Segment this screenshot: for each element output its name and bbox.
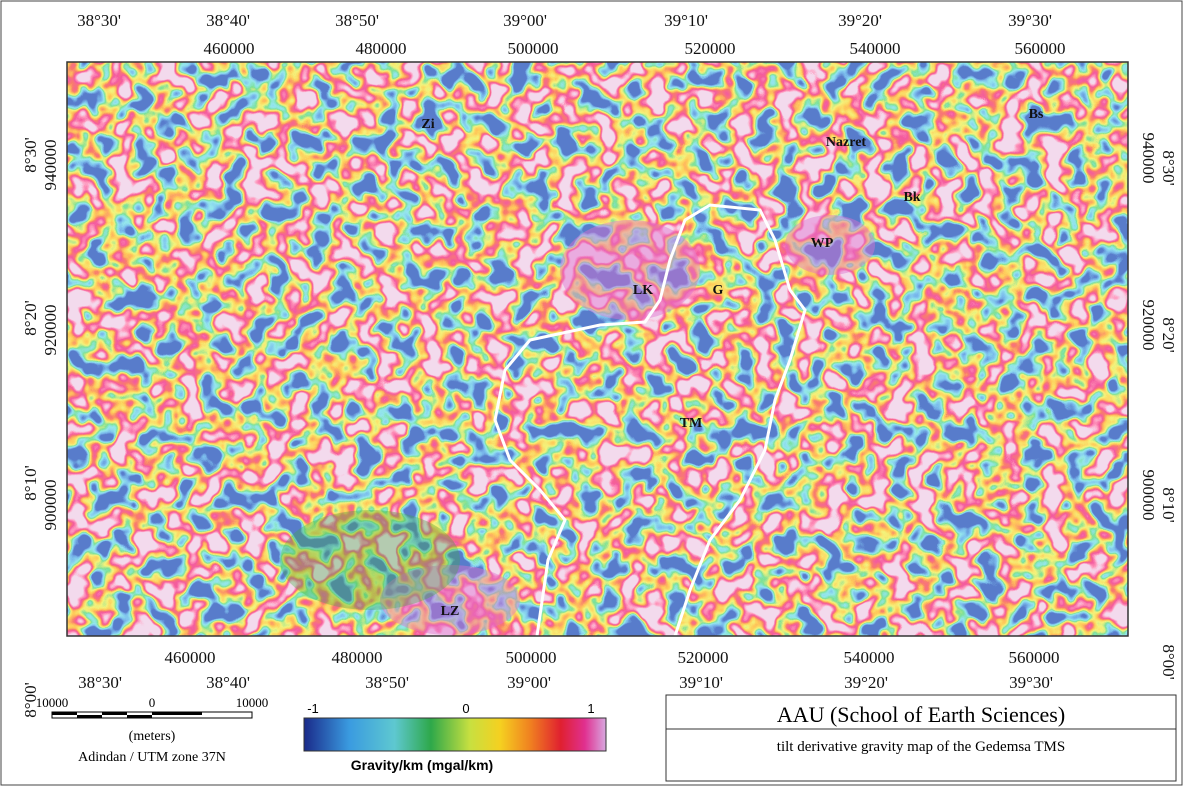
scale-label: 0 [149, 695, 156, 710]
place-label: Nazret [826, 135, 866, 150]
axis-label: 560000 [1015, 39, 1066, 58]
scale-seg [152, 712, 202, 715]
axis-label: 8°30' [21, 137, 40, 172]
axis-label: 8°20' [1159, 317, 1178, 352]
axis-label: 39°20' [838, 11, 882, 30]
axis-label: 540000 [844, 648, 895, 667]
map-figure: 38°30' 38°40' 38°50' 39°00' 39°10' 39°20' 39°3… [0, 0, 1183, 786]
axis-label: 940000 [41, 140, 60, 191]
place-label: LZ [441, 604, 460, 619]
datum: Adindan / UTM zone 37N [78, 750, 226, 765]
place-label: TM [680, 416, 703, 431]
scale-label: 10000 [236, 695, 269, 710]
colorbar-title: Gravity/km (mgal/km) [351, 757, 493, 773]
axis-label: 38°50' [365, 673, 409, 692]
axis-label: 500000 [508, 39, 559, 58]
scale-seg [127, 715, 152, 718]
scale-bar: 10000 0 10000 (meters) Adindan / UTM zon… [36, 695, 269, 765]
colorbar-label: 0 [462, 701, 469, 716]
axis-label: 8°30' [1159, 150, 1178, 185]
axis-label: 8°20' [21, 300, 40, 335]
axis-label: 39°30' [1009, 673, 1053, 692]
axis-label: 38°30' [77, 11, 121, 30]
place-label: WP [811, 236, 834, 251]
place-label: Bk [903, 190, 920, 205]
axis-label: 39°10' [679, 673, 723, 692]
axis-label: 38°50' [335, 11, 379, 30]
map-area [67, 62, 1128, 636]
title: AAU (School of Earth Sciences) [777, 702, 1065, 727]
axis-label: 38°40' [206, 673, 250, 692]
axis-label: 8°10' [21, 465, 40, 500]
axis-label: 39°00' [507, 673, 551, 692]
colorbar-ramp [304, 718, 606, 751]
axis-label: 920000 [41, 305, 60, 356]
scale-seg [52, 712, 77, 715]
axis-label: 940000 [1139, 133, 1158, 184]
axis-label: 920000 [1139, 300, 1158, 351]
subtitle: tilt derivative gravity map of the Gedem… [777, 739, 1065, 755]
place-label: Zi [421, 117, 434, 132]
axis-label: 38°30' [78, 673, 122, 692]
axis-label: 480000 [356, 39, 407, 58]
scale-seg [102, 712, 127, 715]
tilt-raster [67, 62, 1128, 636]
axis-label: 460000 [204, 39, 255, 58]
axis-label: 520000 [678, 648, 729, 667]
axis-label: 38°40' [206, 11, 250, 30]
place-label: G [713, 283, 724, 298]
colorbar-label: -1 [307, 701, 319, 716]
axis-label: 39°20' [844, 673, 888, 692]
axis-label: 39°10' [664, 11, 708, 30]
axis-label: 8°00' [1159, 644, 1178, 679]
title-box: AAU (School of Earth Sciences) tilt deri… [666, 695, 1176, 781]
axis-label: 500000 [506, 648, 557, 667]
place-label: Bs [1029, 107, 1044, 122]
axis-label: 900000 [1139, 470, 1158, 521]
axis-label: 460000 [165, 648, 216, 667]
scale-unit: (meters) [129, 729, 176, 744]
axis-label: 480000 [332, 648, 383, 667]
axis-label: 560000 [1009, 648, 1060, 667]
anomaly-halo [280, 510, 460, 610]
axis-label: 540000 [850, 39, 901, 58]
colorbar-label: 1 [587, 701, 594, 716]
axis-label: 520000 [685, 39, 736, 58]
scale-seg [77, 715, 102, 718]
axis-label: 39°00' [503, 11, 547, 30]
axis-label: 8°10' [1159, 487, 1178, 522]
axis-label: 900000 [41, 480, 60, 531]
scale-label: 10000 [36, 695, 69, 710]
place-label: LK [633, 283, 653, 298]
axis-label: 39°30' [1008, 11, 1052, 30]
colorbar: -1 0 1 Gravity/km (mgal/km) [304, 701, 606, 773]
